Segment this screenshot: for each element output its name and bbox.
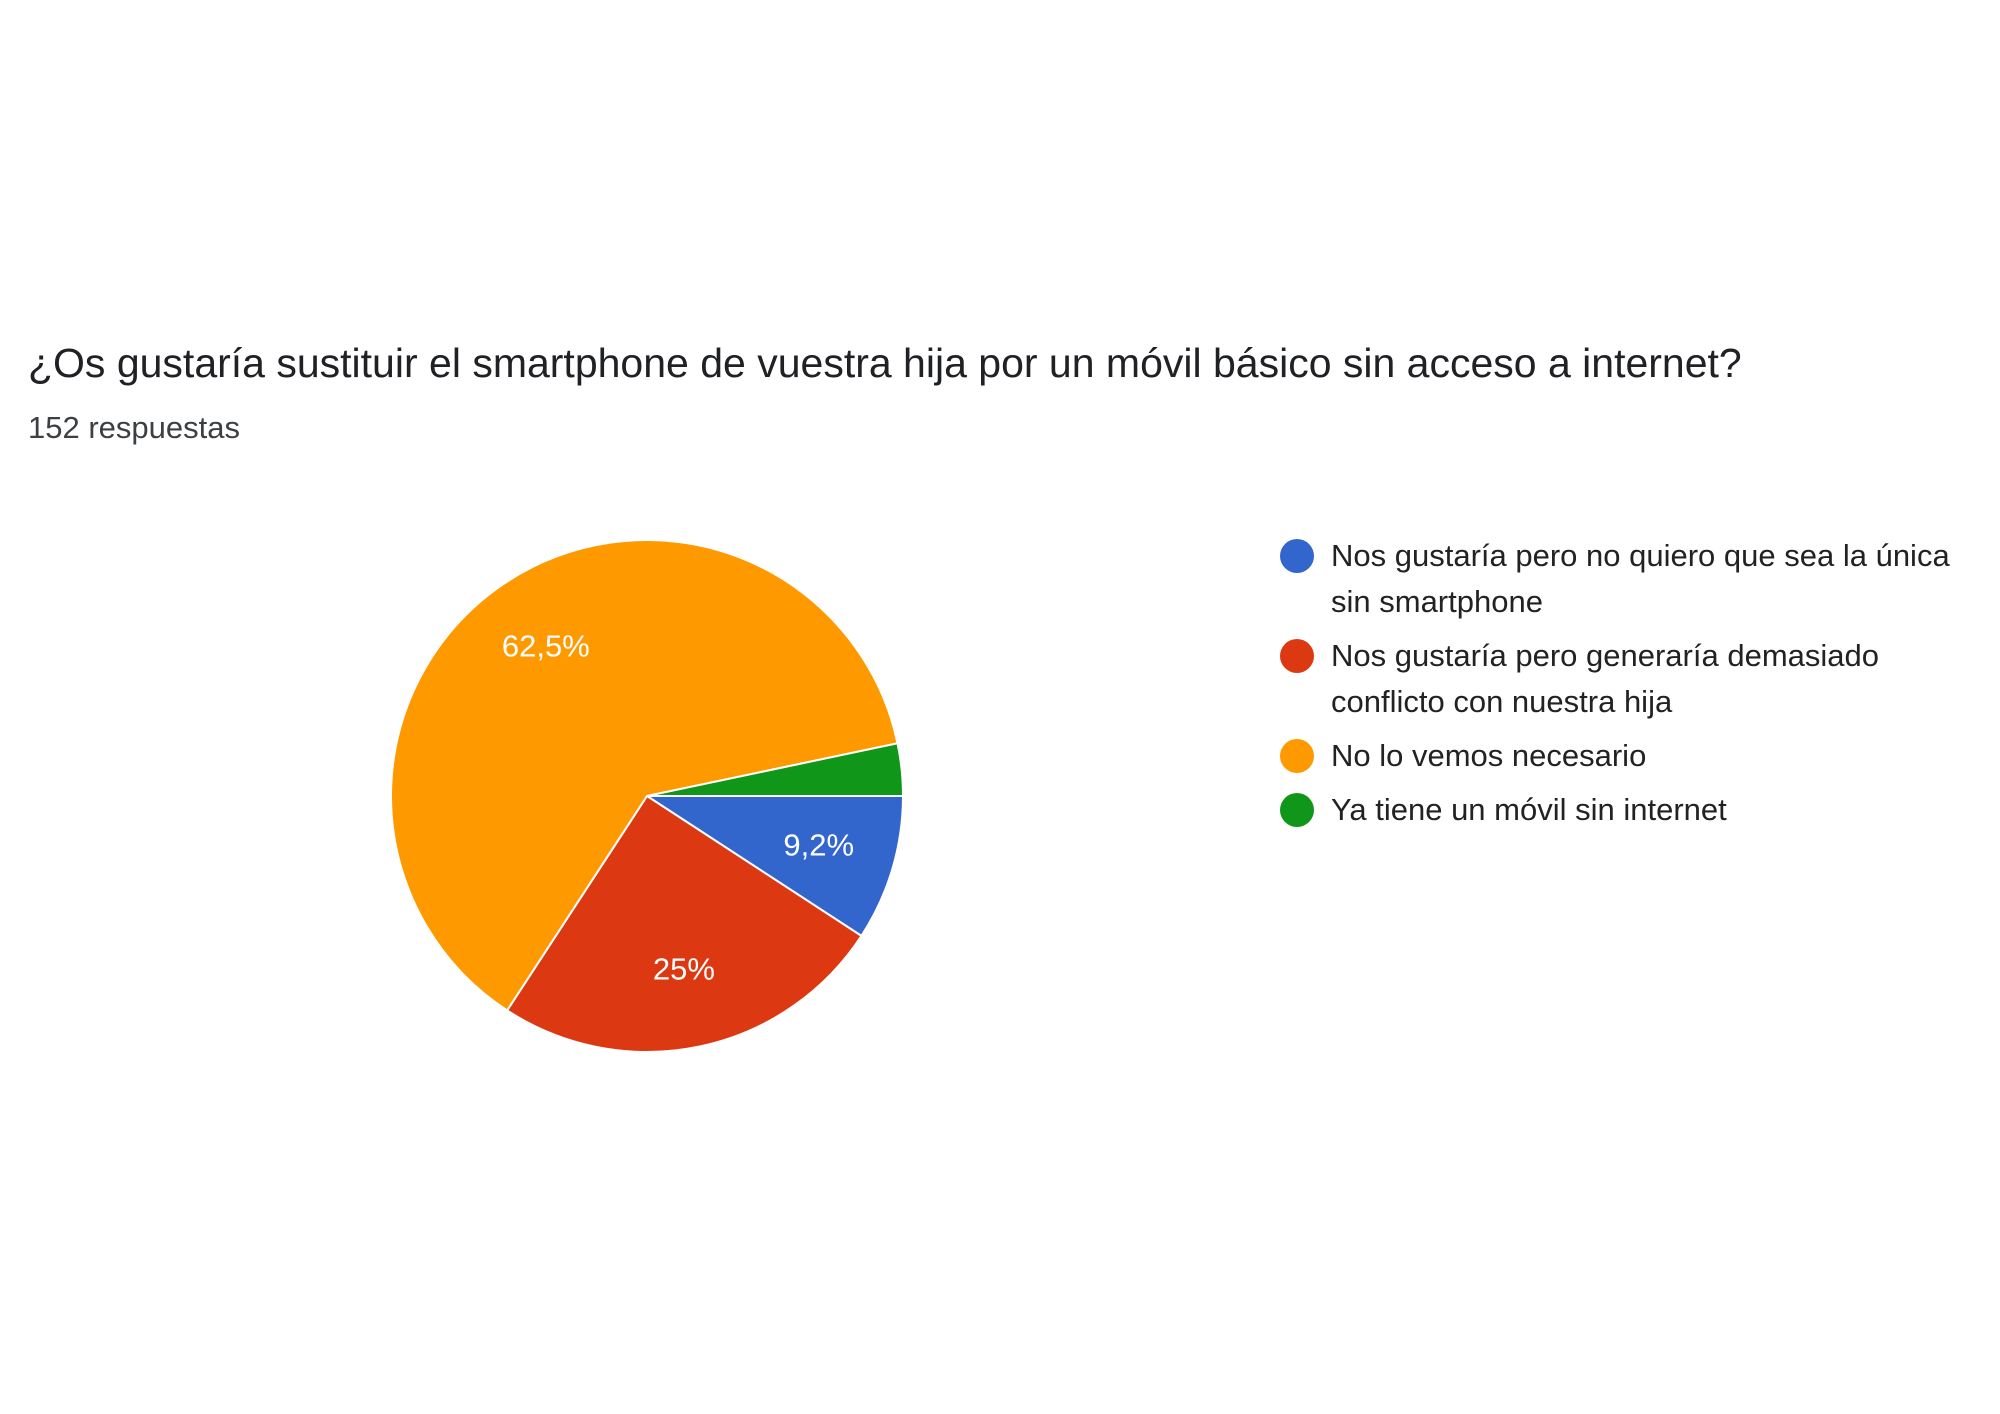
legend-entry: Nos gustaría pero no quiero que sea la ú…: [1280, 533, 1960, 625]
legend-entry: Ya tiene un móvil sin internet: [1280, 787, 1960, 833]
legend-entry: No lo vemos necesario: [1280, 733, 1960, 779]
legend-label: Nos gustaría pero no quiero que sea la ú…: [1331, 538, 1950, 619]
legend-entry: Nos gustaría pero generaría demasiado co…: [1280, 633, 1960, 725]
pie-slice: [643, 795, 905, 938]
slice-label: 62,5%: [502, 628, 590, 663]
legend-marker: [1280, 639, 1314, 673]
slice-label: 25%: [653, 952, 715, 987]
legend-label: Nos gustaría pero generaría demasiado co…: [1331, 638, 1879, 719]
legend-label: No lo vemos necesario: [1331, 738, 1647, 773]
legend-label: Ya tiene un móvil sin internet: [1331, 792, 1727, 827]
pie-slice: [505, 794, 863, 1053]
chart-subtitle: 152 respuestas: [28, 410, 240, 445]
legend-marker: [1280, 739, 1314, 773]
legend-marker: [1280, 539, 1314, 573]
legend: Nos gustaría pero no quiero que sea la ú…: [1280, 533, 1960, 833]
pie-slice: [390, 539, 899, 1012]
legend-marker: [1280, 793, 1314, 827]
slice-label: 9,2%: [783, 827, 854, 862]
pie-slice: [646, 742, 905, 797]
chart-title: ¿Os gustaría sustituir el smartphone de …: [28, 340, 1742, 386]
